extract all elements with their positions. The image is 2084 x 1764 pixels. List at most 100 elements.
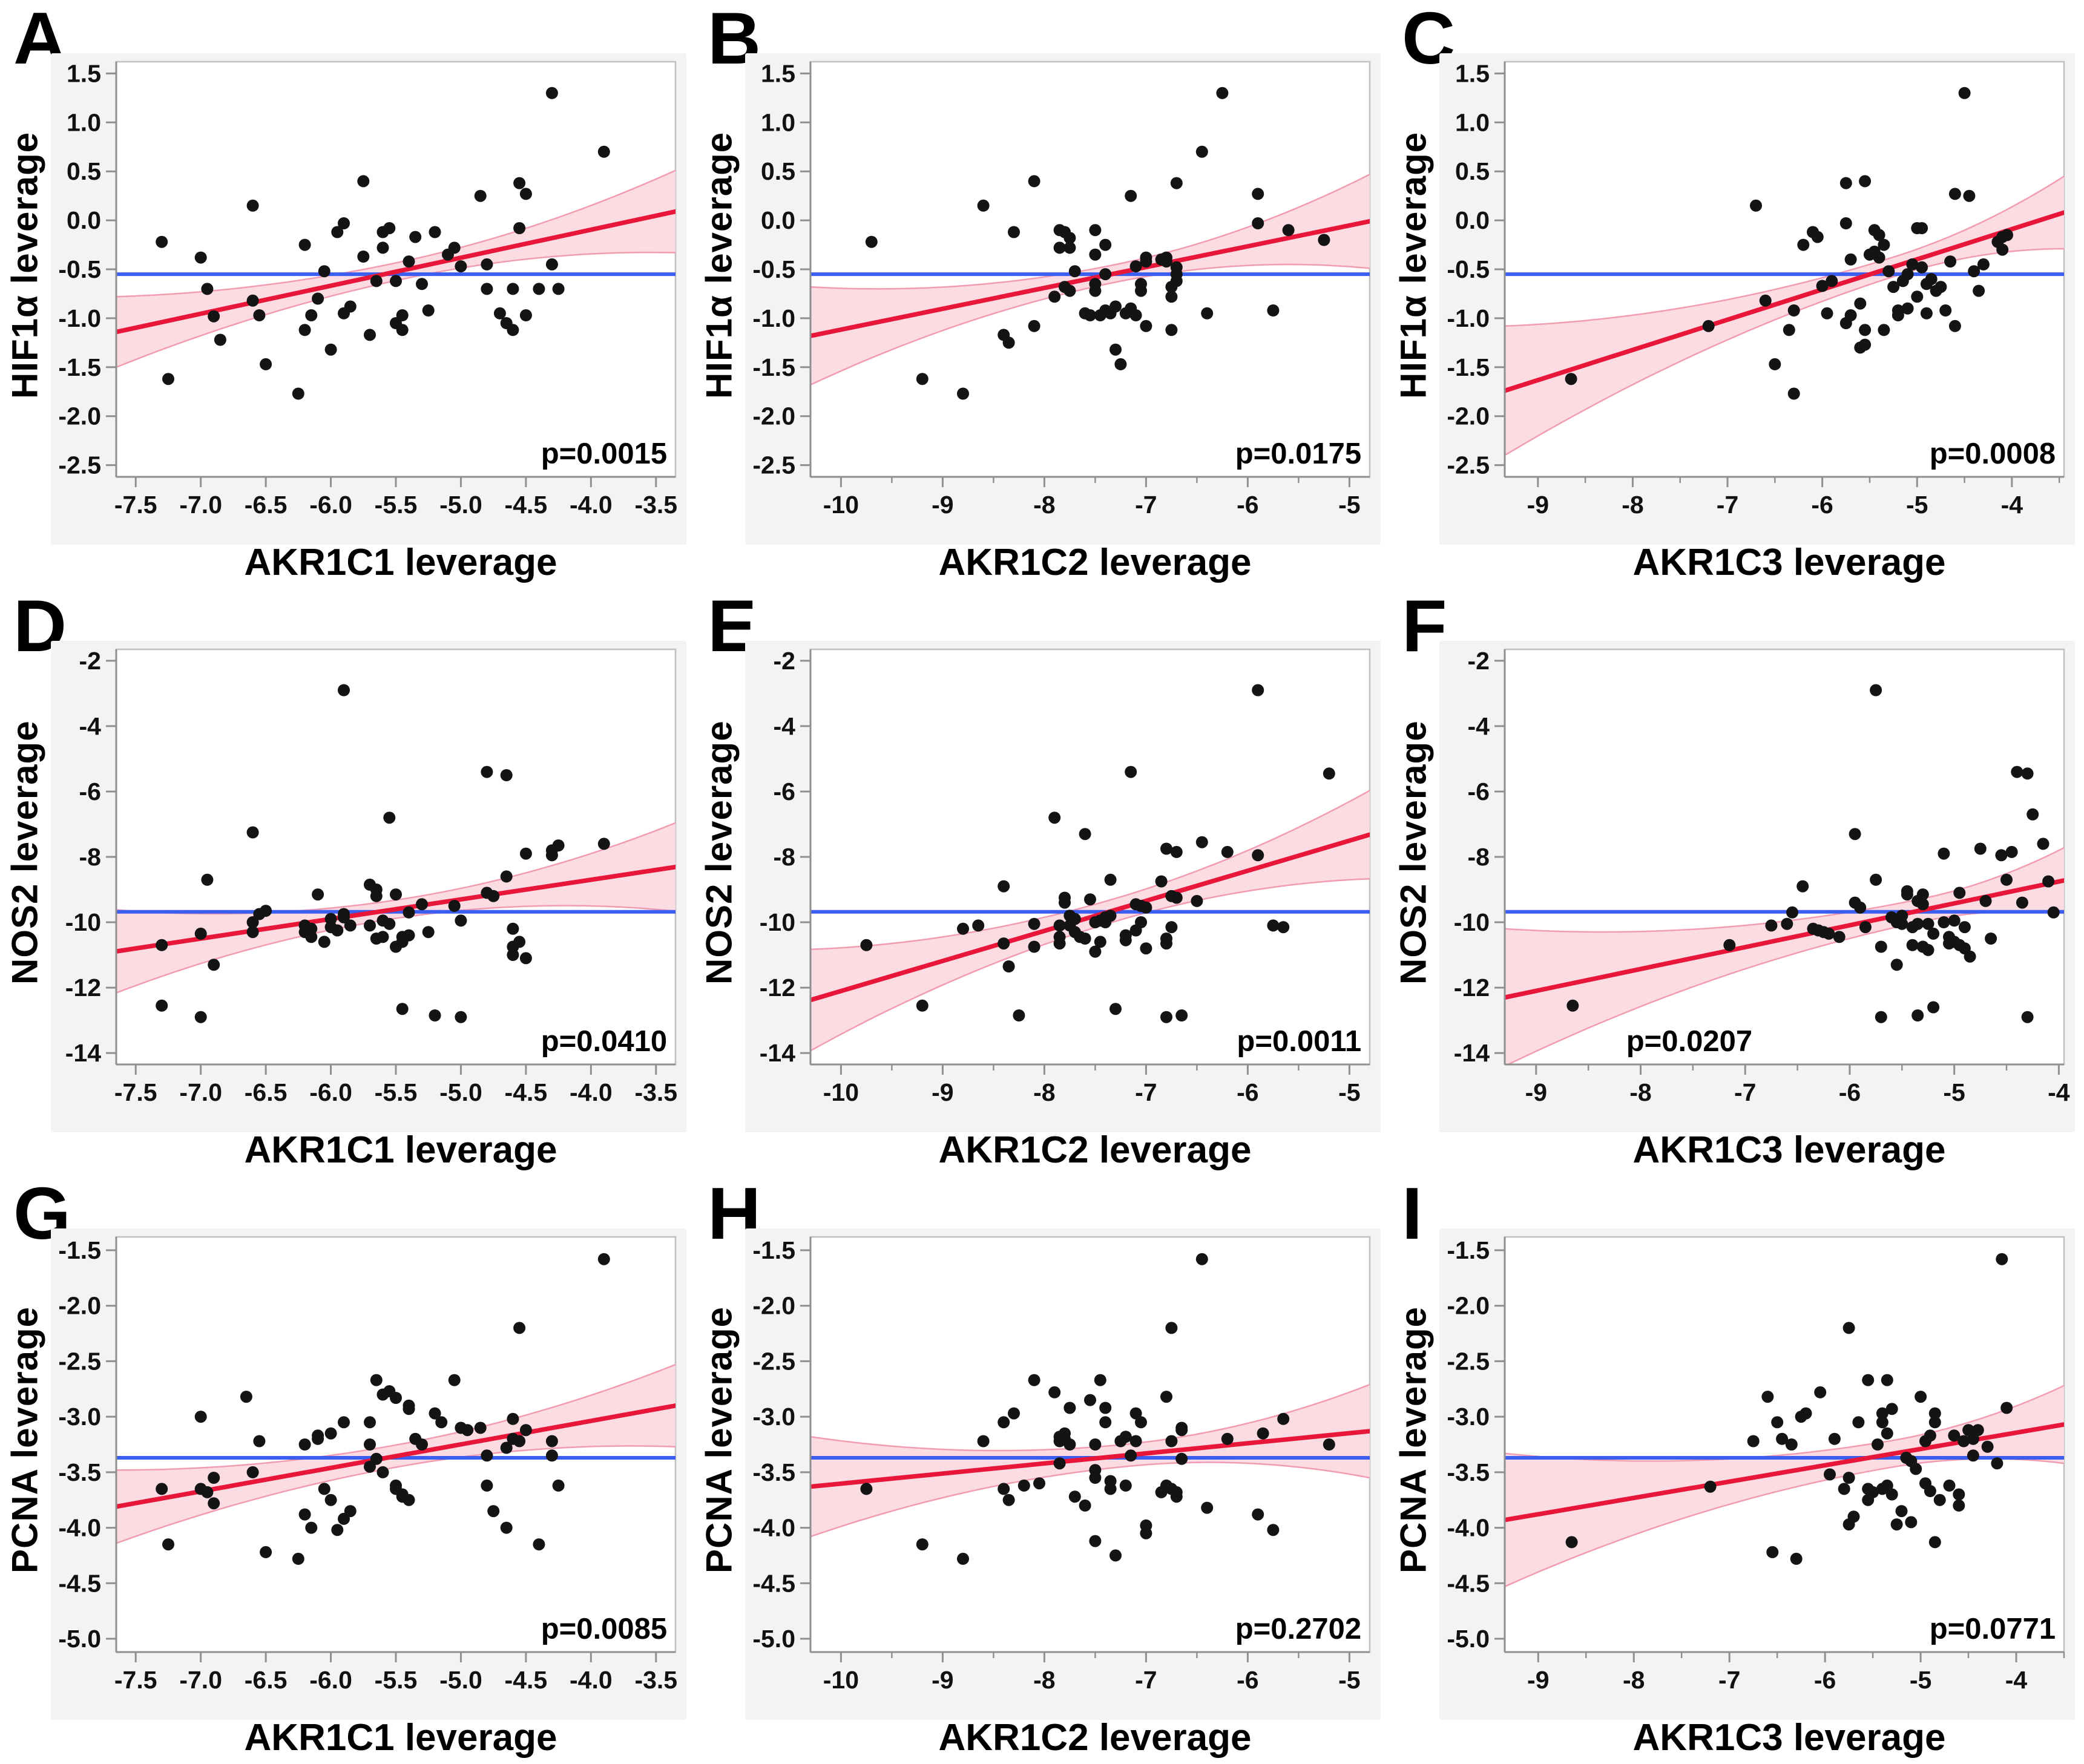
svg-text:-9: -9	[1527, 1666, 1549, 1694]
svg-text:-10: -10	[823, 1078, 859, 1106]
svg-text:-10: -10	[65, 908, 101, 936]
svg-text:-1.5: -1.5	[752, 353, 795, 381]
svg-text:-9: -9	[1525, 1078, 1547, 1106]
svg-text:-1.0: -1.0	[1447, 304, 1490, 332]
svg-text:-14: -14	[760, 1039, 795, 1067]
svg-text:-2.0: -2.0	[58, 402, 101, 430]
scatter-plot: -9 -8 -7 -6 -5 -4 1.5 1.0 0.5 0.0 -0.5 -1.0 -1.5 -2.0…	[1447, 59, 2065, 519]
svg-text:-4.5: -4.5	[1447, 1569, 1490, 1597]
scatter-plot: -7.5 -7.0 -6.5 -6.0 -5.5 -5.0 -4.5 -4.0 -3.5 -1.5…	[58, 1236, 677, 1694]
svg-text:-1.5: -1.5	[752, 1236, 795, 1264]
svg-text:-7.0: -7.0	[179, 1666, 222, 1694]
svg-text:0.0: 0.0	[1455, 206, 1490, 234]
svg-text:-3.0: -3.0	[752, 1403, 795, 1431]
svg-text:-4.0: -4.0	[570, 1666, 613, 1694]
svg-text:-2.0: -2.0	[752, 402, 795, 430]
panel-b: B HIF1α leverage -10 -9 -8 -7 -6 -5 1.5 1.0 0.5 0…	[694, 0, 1389, 588]
svg-text:-4.0: -4.0	[752, 1514, 795, 1542]
svg-text:p=0.0207: p=0.0207	[1626, 1025, 1752, 1058]
svg-text:-2.0: -2.0	[752, 1292, 795, 1320]
svg-text:-4: -4	[2001, 491, 2023, 519]
svg-text:-12: -12	[65, 974, 101, 1002]
svg-text:-12: -12	[760, 974, 795, 1002]
svg-text:-7.0: -7.0	[179, 491, 222, 519]
x-axis-title: AKR1C2 leverage	[938, 1717, 1252, 1759]
svg-text:-5: -5	[1338, 1666, 1360, 1694]
svg-text:-3.5: -3.5	[634, 1078, 677, 1106]
svg-text:-1.5: -1.5	[58, 353, 101, 381]
svg-text:-2: -2	[79, 647, 101, 675]
svg-text:-5: -5	[1338, 491, 1360, 519]
svg-text:-10: -10	[1454, 908, 1490, 936]
svg-text:-7: -7	[1135, 1078, 1157, 1106]
svg-text:1.0: 1.0	[1455, 108, 1490, 136]
svg-text:p=0.0175: p=0.0175	[1235, 438, 1361, 470]
svg-text:-6: -6	[1811, 491, 1833, 519]
svg-text:0.0: 0.0	[761, 206, 795, 234]
svg-text:-4.0: -4.0	[1447, 1514, 1490, 1542]
svg-text:-8: -8	[1623, 1666, 1645, 1694]
svg-text:-2.5: -2.5	[1447, 451, 1490, 479]
panel-c: C HIF1α leverage -9 -8 -7 -6 -5 -4 1.5 1.0 0.5 0.…	[1389, 0, 2083, 588]
svg-text:-10: -10	[823, 1666, 859, 1694]
scatter-plot: -7.5 -7.0 -6.5 -6.0 -5.5 -5.0 -4.5 -4.0 -3.5 1.5 1…	[58, 59, 677, 519]
chart-area: -10 -9 -8 -7 -6 -5 -2 -4 -6 -8 -10 -12 -14 p=0.0011	[745, 641, 1381, 1132]
svg-text:-8: -8	[1629, 1078, 1651, 1106]
svg-text:-8: -8	[1468, 843, 1490, 871]
scatter-plot: -10 -9 -8 -7 -6 -5 -2 -4 -6 -8 -10 -12 -14 p=0.0011	[760, 647, 1371, 1106]
svg-text:p=0.0008: p=0.0008	[1930, 438, 2056, 470]
svg-text:-5.0: -5.0	[1447, 1625, 1490, 1653]
svg-text:-4: -4	[774, 712, 796, 740]
svg-text:1.0: 1.0	[761, 108, 795, 136]
svg-text:-5.5: -5.5	[375, 491, 418, 519]
svg-text:-7: -7	[1135, 491, 1157, 519]
panel-letter: I	[1402, 1172, 1424, 1254]
svg-text:-7.5: -7.5	[114, 491, 157, 519]
svg-text:-14: -14	[1454, 1039, 1490, 1067]
svg-text:1.5: 1.5	[67, 59, 101, 87]
x-axis-title: AKR1C2 leverage	[938, 1129, 1252, 1171]
svg-text:-6: -6	[79, 778, 101, 805]
chart-area: -10 -9 -8 -7 -6 -5 -1.5 -2.0 -2.5 -3.0 -3.5 -4.0 -4.…	[745, 1228, 1381, 1720]
panel-g: G PCNA leverage -7.5 -7.0 -6.5 -6.0 -5.5 -5.0…	[0, 1175, 694, 1763]
svg-text:-5.5: -5.5	[375, 1078, 418, 1106]
svg-text:0.5: 0.5	[67, 157, 101, 185]
svg-text:-3.5: -3.5	[752, 1458, 795, 1486]
svg-text:-12: -12	[1454, 974, 1490, 1002]
svg-text:-4: -4	[1468, 712, 1490, 740]
svg-text:p=0.0410: p=0.0410	[541, 1025, 667, 1058]
svg-text:-7: -7	[1734, 1078, 1756, 1106]
svg-text:-4.5: -4.5	[58, 1569, 101, 1597]
panel-a: A HIF1α leverage -7.5 -7.0 -6.5 -6.0 -5.5 -5.…	[0, 0, 694, 588]
svg-text:-8: -8	[1033, 491, 1055, 519]
svg-text:-2.0: -2.0	[1447, 402, 1490, 430]
svg-text:-0.5: -0.5	[752, 255, 795, 283]
panel-f: F NOS2 leverage -9 -8 -7 -6 -5 -4 -2 -4 -6 -8 -10-…	[1389, 588, 2083, 1175]
y-axis-title: PCNA leverage	[4, 1307, 45, 1574]
svg-text:-8: -8	[1033, 1666, 1055, 1694]
svg-text:-10: -10	[760, 908, 795, 936]
svg-text:1.0: 1.0	[67, 108, 101, 136]
svg-text:-5.0: -5.0	[439, 1078, 482, 1106]
scatter-plot: -9 -8 -7 -6 -5 -4 -2 -4 -6 -8 -10 -12 -14 p=0.0207	[1454, 647, 2070, 1106]
chart-area: -7.5 -7.0 -6.5 -6.0 -5.5 -5.0 -4.5 -4.0 -3.5 -2 -4…	[51, 641, 686, 1132]
chart-area: -7.5 -7.0 -6.5 -6.0 -5.5 -5.0 -4.5 -4.0 -3.5 1.5 1…	[51, 53, 686, 545]
svg-text:-2.5: -2.5	[1447, 1347, 1490, 1375]
svg-text:-4.5: -4.5	[505, 1078, 548, 1106]
svg-text:-2.5: -2.5	[752, 451, 795, 479]
svg-text:-5: -5	[1910, 1666, 1931, 1694]
svg-text:-5.5: -5.5	[375, 1666, 418, 1694]
x-axis-title: AKR1C1 leverage	[244, 542, 557, 583]
svg-text:-1.5: -1.5	[1447, 353, 1490, 381]
panel-e: E NOS2 leverage -10 -9 -8 -7 -6 -5 -2 -4 -6 -8 -10…	[694, 588, 1389, 1175]
svg-text:-9: -9	[1527, 491, 1549, 519]
svg-text:-3.5: -3.5	[58, 1458, 101, 1486]
svg-text:p=0.0015: p=0.0015	[541, 438, 667, 470]
scatter-plot: -7.5 -7.0 -6.5 -6.0 -5.5 -5.0 -4.5 -4.0 -3.5 -2 -4…	[65, 647, 677, 1106]
svg-text:-9: -9	[932, 1078, 953, 1106]
y-axis-title: PCNA leverage	[1393, 1307, 1434, 1574]
svg-text:-2.5: -2.5	[752, 1347, 795, 1375]
svg-text:-5: -5	[1943, 1078, 1965, 1106]
svg-text:-7.0: -7.0	[179, 1078, 222, 1106]
svg-text:-6.0: -6.0	[309, 1078, 352, 1106]
